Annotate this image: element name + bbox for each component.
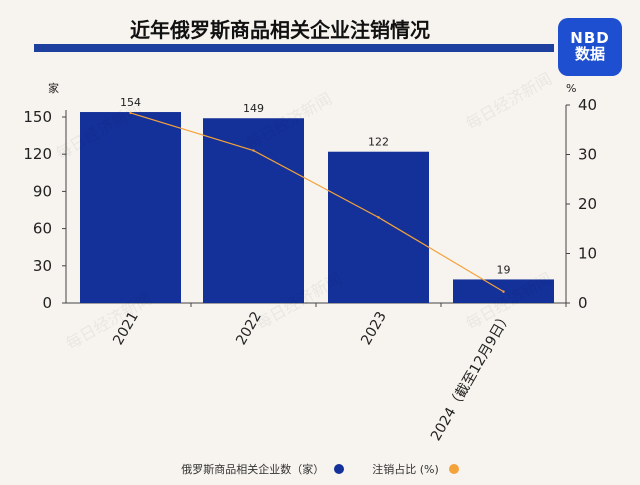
line-point [502, 290, 505, 293]
nbd-logo: NBD 数据 [558, 18, 622, 76]
legend-swatch-line [448, 464, 459, 474]
bar-data-label: 154 [120, 96, 141, 109]
left-axis-unit: 家 [48, 81, 59, 95]
line-point [377, 216, 380, 219]
left-tick-label: 90 [33, 182, 52, 200]
title-underline [34, 44, 554, 52]
left-tick-label: 0 [42, 294, 52, 312]
right-tick-label: 10 [578, 245, 597, 263]
line-point [129, 111, 132, 115]
bar-data-label: 149 [243, 102, 264, 115]
logo-text-nbd: NBD [570, 29, 610, 48]
bar-2022 [203, 118, 304, 304]
right-axis-unit: % [566, 82, 576, 95]
left-tick-label: 30 [33, 257, 52, 275]
line-series-cancel-ratio [130, 112, 504, 293]
right-tick-label: 40 [578, 96, 597, 114]
bar-data-label: 19 [497, 263, 511, 276]
right-tick-label: 30 [578, 146, 597, 164]
right-tick-label: 0 [578, 294, 588, 312]
title-row: 近年俄罗斯商品相关企业注销情况 NBD 数据 [0, 0, 640, 76]
bar-data-label: 122 [368, 136, 389, 149]
logo-text-data: 数据 [574, 45, 605, 63]
legend-swatch-bars [334, 464, 345, 474]
watermark-text: 每日经济新闻 [463, 69, 556, 133]
bar-2021 [80, 112, 181, 303]
left-tick-label: 60 [33, 220, 52, 238]
x-tick-label: 2023 [358, 309, 390, 348]
chart-title: 近年俄罗斯商品相关企业注销情况 [130, 18, 430, 42]
bar-2023 [328, 151, 429, 303]
left-tick-label: 120 [23, 145, 52, 163]
legend: 俄罗斯商品相关企业数（家） 注销占比 (%) [0, 460, 640, 478]
right-tick-label: 20 [578, 195, 597, 213]
legend-label-line: 注销占比 (%) [372, 463, 439, 476]
left-tick-label: 150 [23, 108, 52, 126]
legend-label-bars: 俄罗斯商品相关企业数（家） [181, 463, 325, 476]
line-point [252, 149, 255, 152]
